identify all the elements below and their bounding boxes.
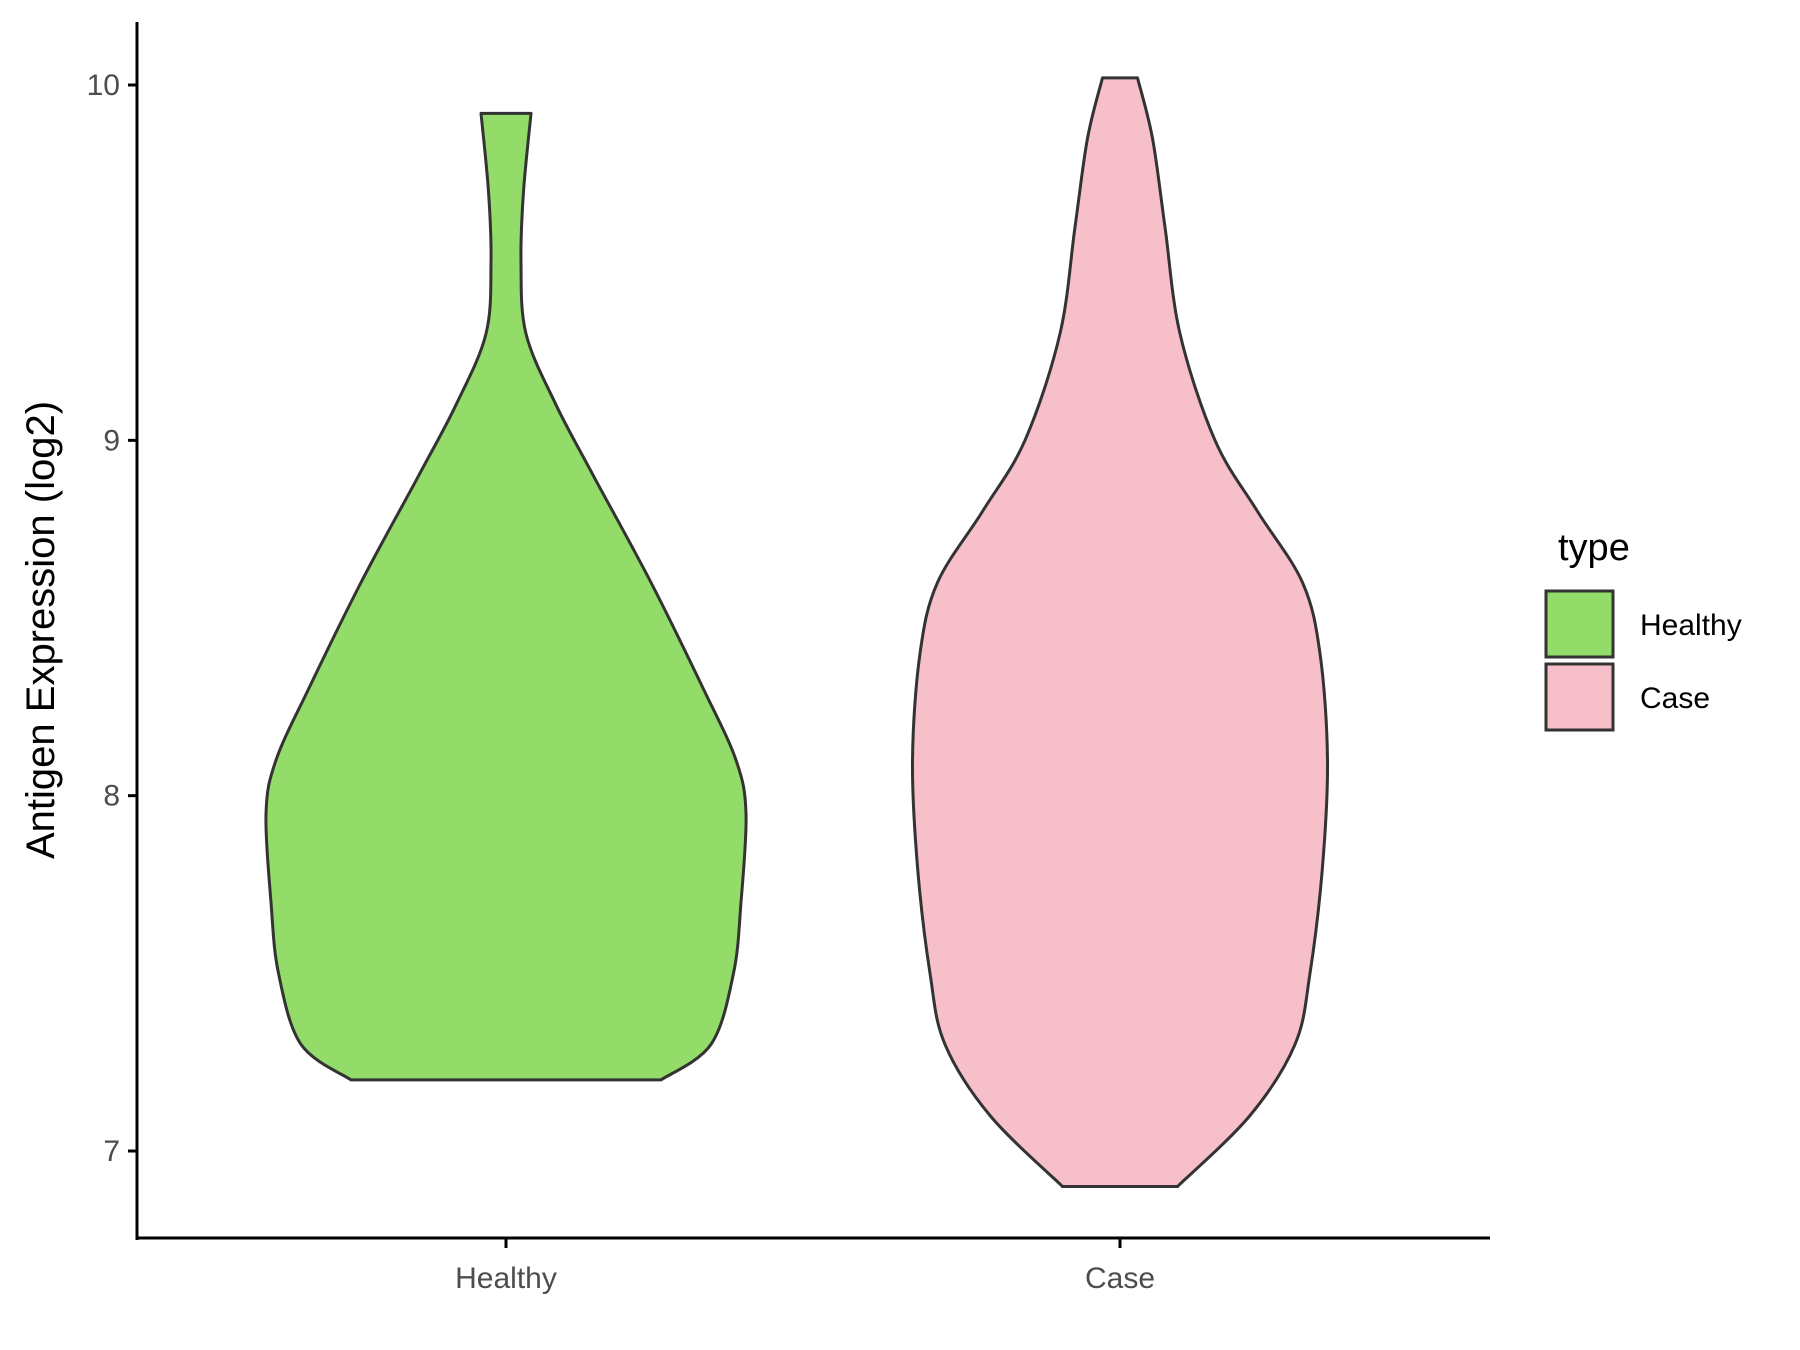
legend: type Healthy Case xyxy=(1544,527,1742,732)
y-tick-label: 9 xyxy=(103,424,120,457)
y-axis-title: Antigen Expression (log2) xyxy=(19,401,63,859)
legend-swatch-healthy xyxy=(1544,589,1615,659)
violin-layer xyxy=(264,76,1330,1188)
legend-label-healthy: Healthy xyxy=(1640,609,1742,642)
y-tick-label: 8 xyxy=(103,780,120,813)
axes xyxy=(135,22,1490,1240)
x-tick-label: Healthy xyxy=(455,1262,557,1295)
legend-swatch-case xyxy=(1544,662,1615,732)
legend-label-case: Case xyxy=(1640,682,1710,715)
x-ticks: Healthy Case xyxy=(455,1238,1155,1295)
legend-title: type xyxy=(1558,527,1630,569)
x-tick-label: Case xyxy=(1085,1262,1155,1295)
y-ticks: 7 8 9 10 xyxy=(87,69,137,1168)
violin-healthy xyxy=(264,111,748,1082)
y-tick-label: 10 xyxy=(87,69,120,102)
y-tick-label: 7 xyxy=(103,1135,120,1168)
violin-case xyxy=(910,76,1330,1188)
